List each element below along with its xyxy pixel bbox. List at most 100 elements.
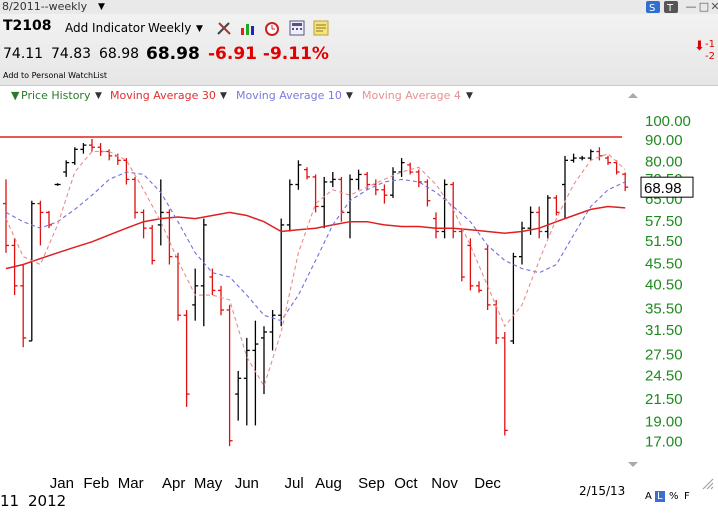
legend-dropdown-icon[interactable]: ▼ [220,91,227,101]
price-bar [209,268,216,296]
legend-dropdown-icon[interactable]: ▼ [95,91,102,101]
close-button[interactable]: ✕ [710,0,718,13]
x-tick-label: Mar [118,475,144,492]
y-tick-label: 51.50 [645,233,683,250]
period-dropdown-icon[interactable]: ▼ [196,24,203,34]
scale-percent-button[interactable]: % [669,491,679,502]
x-tick-label: Jul [285,475,304,492]
price-bar [37,200,44,246]
price-bar [501,331,508,436]
series-line [5,205,626,270]
calculator-icon[interactable] [289,20,305,36]
price-bar [570,153,577,163]
price-bar [562,155,568,219]
price-bar [149,224,156,265]
x-tick-label: Apr [162,475,185,492]
scale-fit-button[interactable]: F [684,491,690,502]
minimize-button[interactable]: — [685,0,697,13]
price-bar [304,167,310,180]
price-chart[interactable]: 100.0090.0080.0072.5065.0057.5051.5045.5… [0,86,718,516]
scroll-down-icon [628,462,638,467]
x-tick-label: Dec [474,475,501,492]
price-bar [20,264,27,348]
add-indicator-button[interactable]: Add Indicator [65,21,146,35]
legend-ma10[interactable]: Moving Average 10 [236,89,342,102]
price-bar [140,209,147,239]
legend-ma30[interactable]: Moving Average 30 [110,89,216,102]
price-bar [338,176,345,222]
legend-ma4[interactable]: Moving Average 4 [362,89,461,102]
bar-chart-icon[interactable] [240,20,256,36]
alarm-clock-icon[interactable] [264,20,280,36]
price-bar [261,326,267,395]
title-dropdown-icon[interactable]: ▼ [98,2,105,12]
svg-text:T: T [666,3,674,13]
price-bar [132,176,138,219]
price-bar [467,238,474,291]
t-button-icon[interactable]: T [664,1,678,13]
price-bar [243,337,250,426]
price-bar [175,252,181,321]
note-icon[interactable] [313,20,329,36]
price-bar [347,174,353,239]
price-bar [441,179,448,239]
legend-marker-price: ▼ [11,89,20,102]
x-tick-label: May [194,475,223,492]
quote-high: 74.83 [51,46,92,62]
price-change: -6.91 -9.11% [208,44,329,64]
y-tick-label: 57.50 [645,213,683,230]
price-bar [226,304,233,447]
price-bar [295,160,302,190]
footer-date: 2/15/13 [579,484,626,498]
price-bar [235,370,242,421]
maximize-button[interactable]: □ [698,0,710,13]
price-bar [218,285,224,316]
price-bar [519,221,525,265]
tools-icon[interactable] [216,20,232,36]
price-bar [329,172,336,188]
price-bar [80,143,87,154]
y-tick-label: 19.00 [645,414,683,431]
legend-dropdown-icon[interactable]: ▼ [346,91,353,101]
s-button-icon[interactable]: S [646,1,660,13]
price-bar [536,206,543,239]
price-bar [54,183,61,186]
price-bar [63,160,70,177]
resize-grip-icon[interactable] [700,476,714,490]
svg-text:S: S [649,3,655,13]
price-bar [613,160,620,175]
scale-auto-button[interactable]: A [645,491,652,502]
scroll-up-icon [628,93,638,98]
y-tick-label: 17.00 [645,434,683,451]
series-line [5,150,626,388]
y-tick-label: 35.50 [645,300,683,317]
price-bar [97,143,104,156]
price-bar [123,158,130,185]
price-bar [484,245,491,311]
legend-price-history[interactable]: Price History [21,89,91,102]
period-select[interactable]: Weekly [148,21,192,35]
watchlist-link[interactable]: Add to Personal WatchList [3,71,108,80]
window-title: 8/2011--weekly [2,0,88,13]
y-tick-label: 90.00 [645,132,683,149]
current-value-box [640,176,694,198]
alert-line-2: -2 [705,51,715,62]
y-tick-label: 27.50 [645,347,683,364]
price-bar [544,195,551,239]
series-line [5,171,626,322]
price-bar [390,167,396,198]
symbol-label[interactable]: T2108 [3,18,52,34]
footer-year: 2012 [28,492,67,510]
price-bar [312,174,319,213]
price-bar [269,310,276,351]
price-bar [252,320,259,426]
price-bar [89,139,95,152]
price-bar [579,155,586,161]
price-bar [415,169,422,188]
scale-log-button[interactable]: L [655,491,665,502]
price-bar [605,155,611,165]
legend-dropdown-icon[interactable]: ▼ [466,91,473,101]
change-value: -6.91 [208,44,257,64]
price-bar [510,252,517,345]
title-bar: 8/2011--weekly ▼ S T — □ ✕ [0,0,718,14]
